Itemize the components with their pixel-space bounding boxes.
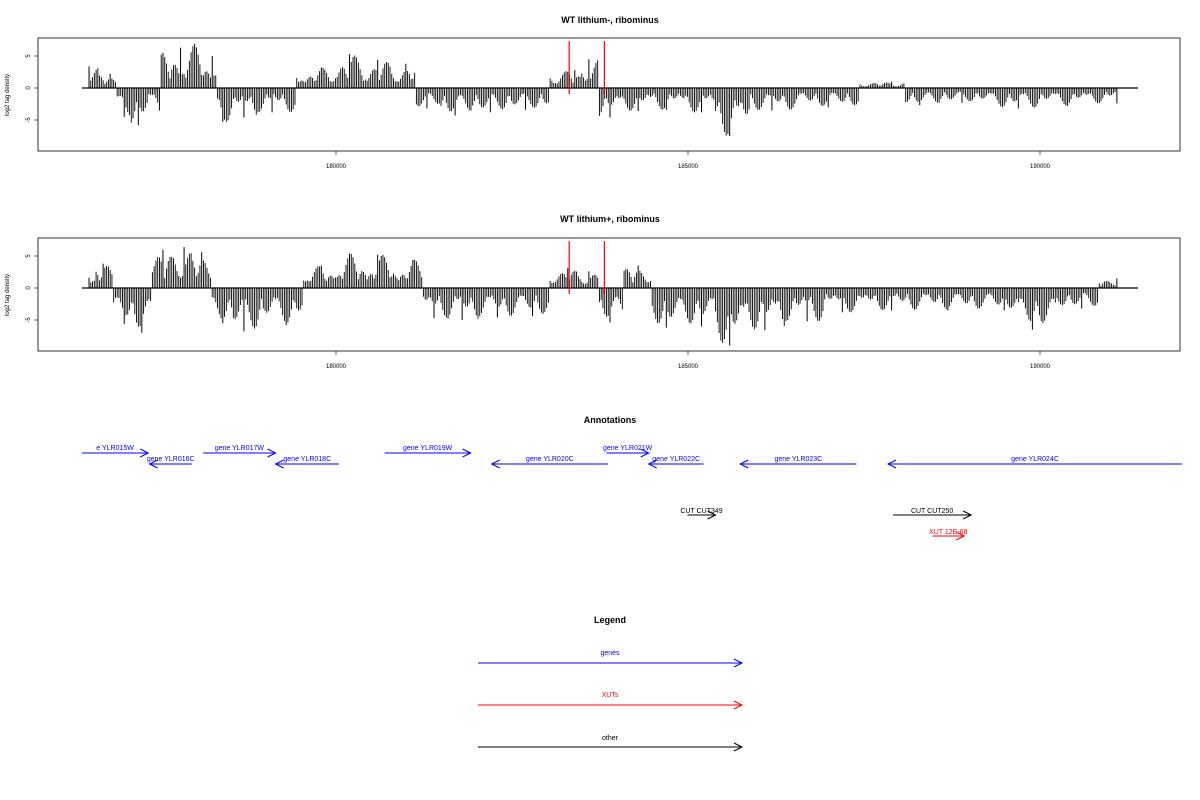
feature-arrowhead bbox=[640, 448, 650, 458]
feature-cut-cut349: CUT CUT349 bbox=[680, 508, 723, 520]
x-tick-label: 180000 bbox=[326, 364, 347, 370]
feature-label: gene YLR024C bbox=[1011, 456, 1059, 463]
legend-arrowhead-genes bbox=[733, 658, 744, 668]
legend-arrowhead-xuts bbox=[733, 700, 744, 710]
feature-arrowhead bbox=[955, 531, 966, 541]
x-tick-label: 185000 bbox=[678, 164, 699, 170]
track-panel-1: WT lithium-, ribominus log2 tag density … bbox=[5, 15, 1181, 170]
feature-arrowhead bbox=[490, 459, 500, 469]
feature-gene-ylr020c: gene YLR020C bbox=[490, 456, 608, 469]
annotation-features: e YLR015W gene YLR016C gene YLR017W gene YL… bbox=[82, 445, 1182, 541]
legend-label-genes: genes bbox=[600, 650, 620, 657]
feature-arrowhead bbox=[148, 459, 158, 469]
feature-label: CUT CUT250 bbox=[911, 508, 953, 515]
feature-label: gene YLR021W bbox=[603, 445, 653, 452]
track-1-bars bbox=[82, 41, 1138, 136]
feature-arrowhead bbox=[707, 510, 717, 520]
feature-label: gene YLR017W bbox=[215, 445, 265, 452]
track-1-x-axis: 180000 185000 190000 bbox=[326, 151, 1051, 170]
legend-item-other: other bbox=[478, 735, 744, 752]
feature-label: gene YLR019W bbox=[403, 445, 453, 452]
track-2-y-axis: 5 0 -5 bbox=[26, 254, 38, 323]
track-2-bars bbox=[82, 241, 1138, 346]
track-2-x-axis: 180000 185000 190000 bbox=[326, 351, 1051, 370]
feature-gene-ylr016c: gene YLR016C bbox=[147, 456, 195, 469]
y-tick-label: 5 bbox=[26, 254, 32, 258]
track-2-title: WT lithium+, ribominus bbox=[560, 214, 660, 224]
track-panel-2: WT lithium+, ribominus log2 tag density … bbox=[5, 214, 1181, 370]
y-tick-label: -5 bbox=[26, 317, 32, 323]
legend-label-xuts: XUTs bbox=[602, 692, 619, 699]
feature-gene-ylr021w: gene YLR021W bbox=[603, 445, 653, 458]
feature-label: gene YLR023C bbox=[774, 456, 822, 463]
feature-gene-ylr022c: gene YLR022C bbox=[647, 456, 704, 469]
feature-arrowhead bbox=[274, 459, 284, 469]
feature-label: gene YLR018C bbox=[283, 456, 331, 463]
annotations-title: Annotations bbox=[584, 415, 637, 425]
feature-arrowhead bbox=[139, 448, 150, 458]
feature-label: gene YLR016C bbox=[147, 456, 195, 463]
y-tick-label: 0 bbox=[26, 86, 32, 90]
x-tick-label: 180000 bbox=[326, 164, 347, 170]
feature-xut-12e-68: XUT 12E-68 bbox=[929, 529, 968, 541]
feature-gene-ylr017w: gene YLR017W bbox=[203, 445, 277, 458]
x-tick-label: 190000 bbox=[1030, 164, 1051, 170]
legend-item-xuts: XUTs bbox=[478, 692, 744, 710]
track-1-y-axis: 5 0 -5 bbox=[26, 54, 38, 123]
feature-gene-ylr018c: gene YLR018C bbox=[274, 456, 339, 469]
feature-gene-ylr019w: gene YLR019W bbox=[384, 445, 472, 458]
track-1-frame bbox=[37, 37, 1181, 152]
feature-label: XUT 12E-68 bbox=[929, 529, 967, 536]
track-2-ylabel: log2 tag density bbox=[5, 274, 11, 316]
legend-arrowhead-other bbox=[733, 742, 744, 752]
annotations-panel: Annotations e YLR015W gene YLR016C gene YL… bbox=[82, 415, 1182, 541]
feature-arrowhead bbox=[462, 448, 472, 458]
feature-label: CUT CUT349 bbox=[680, 508, 722, 515]
y-tick-label: 5 bbox=[26, 54, 32, 58]
legend-panel: Legend genes XUTs other bbox=[478, 615, 744, 752]
x-tick-label: 190000 bbox=[1030, 364, 1051, 370]
feature-label: e YLR015W bbox=[96, 445, 134, 452]
feature-gene-ylr024c: gene YLR024C bbox=[886, 456, 1182, 469]
track-1-title: WT lithium-, ribominus bbox=[561, 15, 659, 25]
feature-arrowhead bbox=[886, 459, 897, 469]
legend-item-genes: genes bbox=[478, 650, 744, 668]
legend-title: Legend bbox=[594, 615, 626, 625]
feature-gene-ylr023c: gene YLR023C bbox=[739, 456, 857, 469]
feature-arrowhead bbox=[647, 459, 657, 469]
feature-label: gene YLR020C bbox=[526, 456, 574, 463]
feature-cut-cut250: CUT CUT250 bbox=[893, 508, 973, 520]
legend-label-other: other bbox=[602, 735, 619, 742]
feature-arrowhead bbox=[739, 459, 749, 469]
feature-arrowhead bbox=[962, 510, 973, 520]
feature-label: gene YLR022C bbox=[652, 456, 700, 463]
track-1-ylabel: log2 tag density bbox=[5, 74, 11, 116]
feature-arrowhead bbox=[267, 448, 277, 458]
x-tick-label: 185000 bbox=[678, 364, 699, 370]
track-2-frame bbox=[37, 237, 1181, 352]
y-tick-label: -5 bbox=[26, 117, 32, 123]
feature-e-ylr015w: e YLR015W bbox=[82, 445, 150, 458]
y-tick-label: 0 bbox=[26, 286, 32, 290]
